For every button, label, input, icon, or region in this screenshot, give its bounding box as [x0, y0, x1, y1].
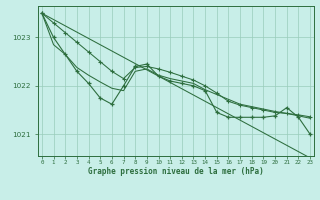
X-axis label: Graphe pression niveau de la mer (hPa): Graphe pression niveau de la mer (hPa) — [88, 167, 264, 176]
